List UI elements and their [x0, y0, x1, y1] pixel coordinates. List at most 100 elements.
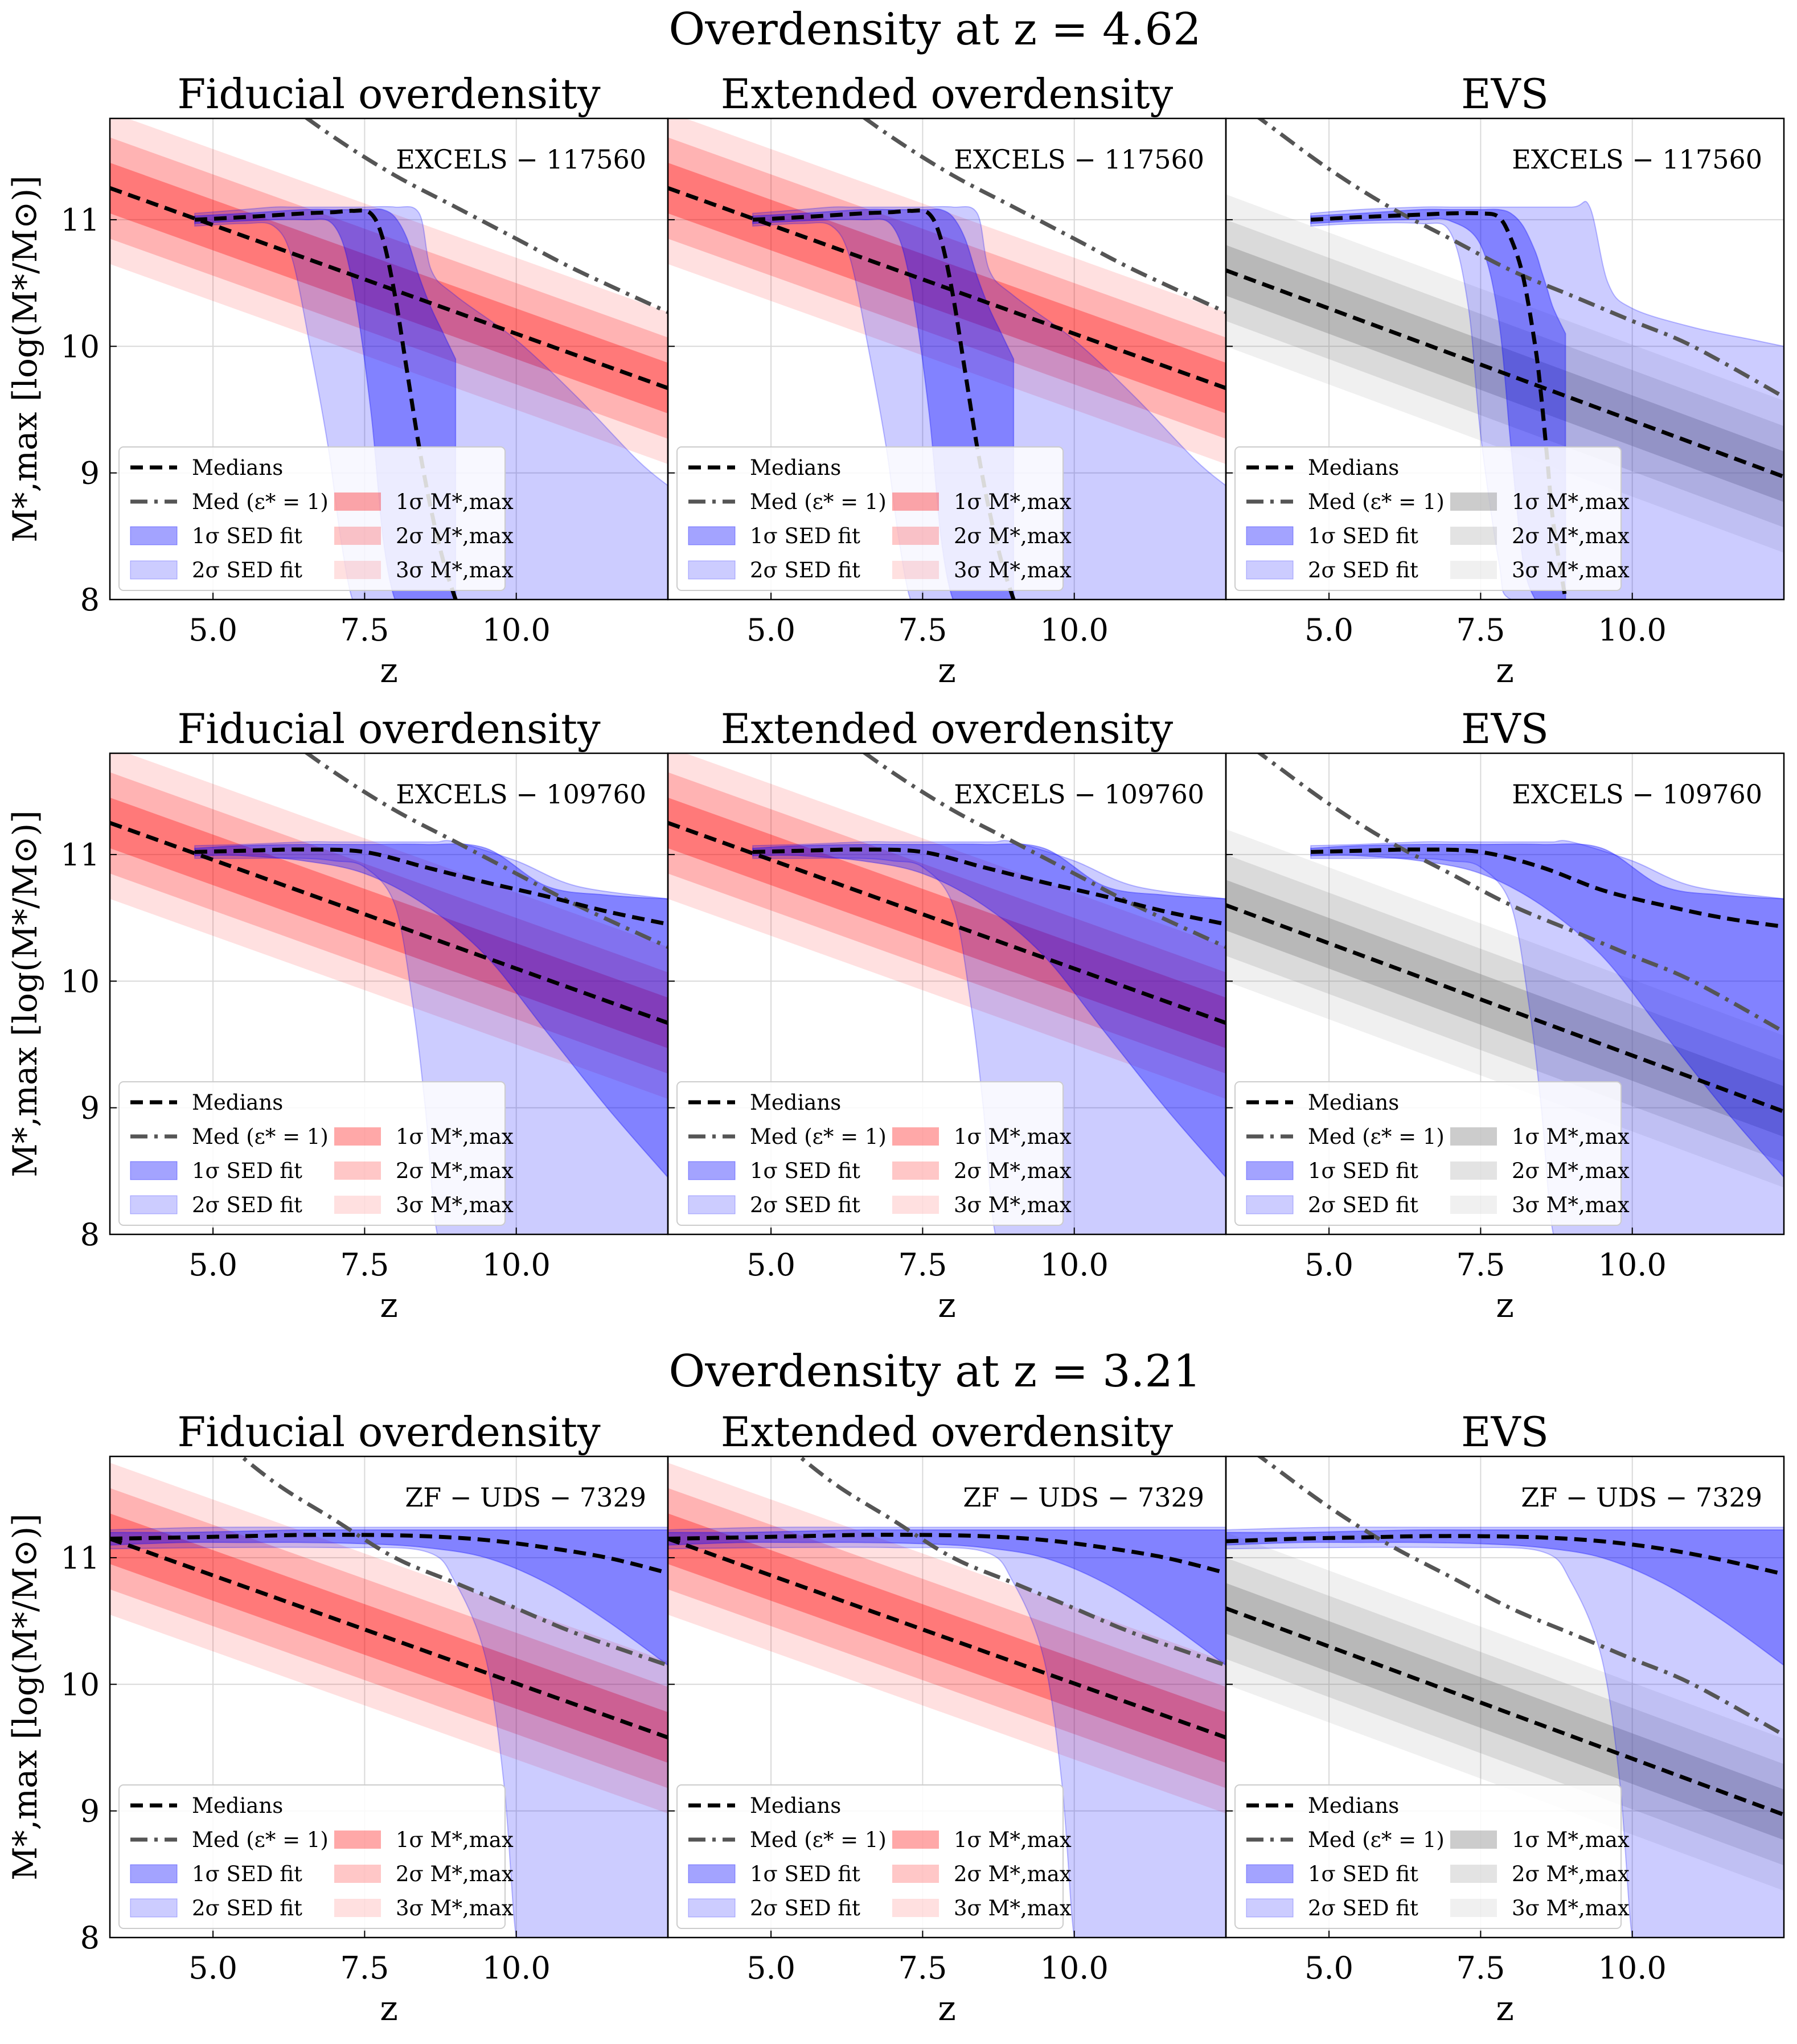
- legend-m2-swatch: [892, 1161, 939, 1180]
- panels: Fiducial overdensity 5.0 7.5 10.0 8 9 10 11 z M*,…: [6, 70, 1785, 2029]
- legend-eps1-label: Med (ε* = 1): [1308, 1124, 1445, 1149]
- mmax-band-3sigma: [110, 118, 668, 465]
- legend-m2-swatch: [1450, 527, 1497, 545]
- xtick-label: 10.0: [482, 1950, 551, 1986]
- sed-median-line: [1226, 1534, 1784, 1577]
- panel-plot-area: [110, 753, 668, 1234]
- legend-m3-swatch: [334, 561, 381, 579]
- legend: Medians Med (ε* = 1) 1σ SED fit 2σ SED fit 1…: [118, 1784, 514, 1929]
- xtick-label: 5.0: [188, 1950, 237, 1986]
- legend-box: [118, 1784, 506, 1929]
- panel-title: Extended overdensity: [721, 1408, 1174, 1456]
- ytick-label: 8: [80, 1920, 100, 1956]
- legend-m2-swatch: [334, 1865, 381, 1883]
- legend-m3-label: 3σ M*,max: [1512, 1896, 1630, 1920]
- ytick-label: 9: [80, 1090, 100, 1126]
- legend-m1-swatch: [334, 492, 381, 511]
- xtick-label: 10.0: [1598, 612, 1667, 648]
- panel-title: EVS: [1461, 70, 1549, 118]
- legend-sed2-swatch: [130, 1898, 178, 1918]
- panel-plot-area: [1226, 753, 1784, 1234]
- legend-m1-label: 1σ M*,max: [1512, 490, 1630, 514]
- legend-m2-label: 2σ M*,max: [1512, 524, 1630, 548]
- object-name-label: ZF − UDS − 7329: [1521, 1482, 1762, 1513]
- legend-sed2-swatch: [688, 1195, 736, 1214]
- mmax-median-line: [1226, 903, 1784, 1114]
- ytick-label: 10: [60, 963, 100, 999]
- legend-m2-swatch: [892, 527, 939, 545]
- xtick-label: 5.0: [1304, 1950, 1353, 1986]
- sed-band-2sigma: [1226, 1526, 1784, 1938]
- legend-medians-label: Medians: [750, 1090, 841, 1115]
- panel-2-0: Fiducial overdensity 5.0 7.5 10.0 8 9 10 11 z M*,…: [6, 1408, 669, 2029]
- legend-m3-swatch: [334, 1899, 381, 1917]
- x-axis-label: z: [938, 1989, 956, 2029]
- legend-m2-label: 2σ M*,max: [1512, 1862, 1630, 1886]
- legend-sed1-swatch: [688, 1864, 736, 1883]
- legend-box: [1234, 446, 1622, 591]
- legend-box: [1234, 1784, 1622, 1929]
- legend-m3-swatch: [892, 1196, 939, 1214]
- sed-band-1sigma: [1310, 843, 1784, 1179]
- xtick-label: 10.0: [1598, 1247, 1667, 1283]
- sed-band-2sigma: [752, 206, 1226, 600]
- legend-eps1-label: Med (ε* = 1): [1308, 490, 1445, 514]
- object-name-label: EXCELS − 117560: [954, 144, 1204, 175]
- sed-median-line: [668, 1533, 1226, 1575]
- legend-eps1-label: Med (ε* = 1): [750, 1124, 887, 1149]
- panel-title: Extended overdensity: [721, 70, 1174, 118]
- legend-sed2-swatch: [130, 560, 178, 580]
- legend-sed1-swatch: [688, 1161, 736, 1180]
- xtick-label: 10.0: [1040, 1247, 1109, 1283]
- x-axis-label: z: [938, 651, 956, 691]
- xtick-label: 10.0: [482, 612, 551, 648]
- panel-1-2: EVS 5.0 7.5 10.0 z EXCELS − 109760 Medians Med …: [1225, 705, 1785, 1325]
- legend-sed2-swatch: [688, 1898, 736, 1918]
- legend-medians-label: Medians: [1308, 1090, 1399, 1115]
- legend-medians-label: Medians: [750, 1793, 841, 1818]
- xtick-label: 5.0: [746, 612, 795, 648]
- panel-plot-area: [1226, 118, 1784, 600]
- xtick-label: 5.0: [1304, 612, 1353, 648]
- xtick-label: 7.5: [898, 612, 947, 648]
- ytick-label: 11: [60, 837, 100, 873]
- legend-m3-swatch: [1450, 561, 1497, 579]
- legend-medians-label: Medians: [192, 1090, 283, 1115]
- legend-sed1-label: 1σ SED fit: [1308, 1159, 1418, 1183]
- sed-median-line: [1311, 847, 1784, 929]
- legend-m2-label: 2σ M*,max: [396, 524, 514, 548]
- xtick-label: 7.5: [1456, 612, 1505, 648]
- legend-m3-label: 3σ M*,max: [954, 1896, 1072, 1920]
- legend-sed1-label: 1σ SED fit: [750, 1159, 860, 1183]
- sed-band-1sigma: [1310, 208, 1566, 600]
- sed-band-2sigma: [1310, 840, 1784, 1234]
- legend-sed2-swatch: [1246, 1898, 1294, 1918]
- legend-box: [1234, 1081, 1622, 1226]
- object-name-label: EXCELS − 109760: [1512, 779, 1762, 810]
- legend-m3-label: 3σ M*,max: [396, 558, 514, 582]
- mmax-band-3sigma: [668, 118, 1226, 465]
- legend-m1-label: 1σ M*,max: [396, 1828, 514, 1852]
- median-eps1-line: [861, 753, 1226, 949]
- median-eps1-line: [861, 118, 1226, 314]
- legend-m3-label: 3σ M*,max: [954, 1193, 1072, 1217]
- x-axis-label: z: [380, 1989, 398, 2029]
- legend: Medians Med (ε* = 1) 1σ SED fit 2σ SED fit 1…: [118, 446, 514, 591]
- object-name-label: EXCELS − 117560: [1512, 144, 1762, 175]
- y-axis-label: M*,max [log(M*/M⊙)]: [6, 810, 44, 1177]
- sed-band-2sigma: [1310, 200, 1784, 600]
- panel-frame: [1225, 1455, 1785, 1939]
- mmax-median-line: [668, 821, 1226, 1025]
- legend-m3-swatch: [1450, 1196, 1497, 1214]
- sed-band-2sigma: [194, 206, 668, 600]
- legend-m3-label: 3σ M*,max: [396, 1193, 514, 1217]
- xtick-label: 10.0: [482, 1247, 551, 1283]
- panel-plot-area: [668, 753, 1226, 1234]
- legend-m2-swatch: [334, 527, 381, 545]
- legend-box: [676, 1784, 1064, 1929]
- legend-sed1-swatch: [688, 526, 736, 545]
- sed-median-line: [110, 1533, 668, 1575]
- legend: Medians Med (ε* = 1) 1σ SED fit 2σ SED fit 1…: [1234, 1081, 1630, 1226]
- legend-sed2-swatch: [1246, 560, 1294, 580]
